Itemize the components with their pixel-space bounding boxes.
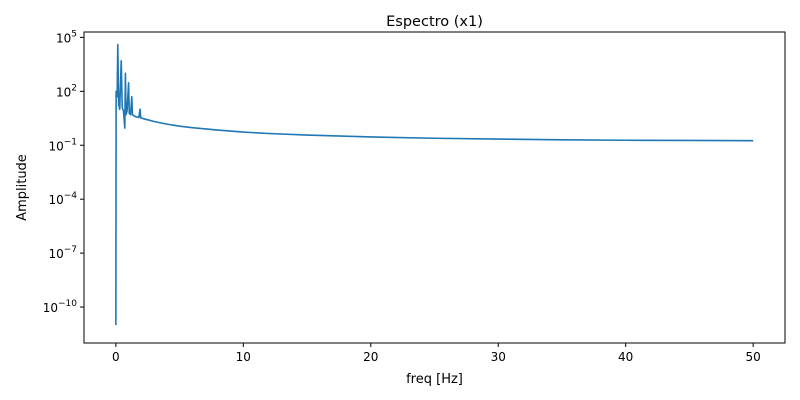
y-tick-label: 10−10 [43, 299, 78, 315]
x-tick-label: 10 [236, 350, 251, 364]
x-axis-label: freq [Hz] [406, 372, 463, 387]
y-tick-label: 102 [56, 83, 77, 99]
y-tick-label: 10−4 [48, 191, 77, 207]
y-tick-label: 105 [56, 29, 77, 45]
x-tick-label: 20 [363, 350, 378, 364]
plot-frame [83, 31, 786, 344]
x-tick-label: 30 [491, 350, 506, 364]
x-tick-label: 0 [112, 350, 120, 364]
line-layer [115, 43, 754, 326]
ticks-layer: 0 10 20 30 40 50 10−10 10−7 10−4 10−1 102 105 [43, 29, 761, 364]
x-tick-label: 40 [618, 350, 633, 364]
y-tick-label: 10−7 [48, 245, 77, 261]
x-tick-label: 50 [745, 350, 760, 364]
chart-title: Espectro (x1) [386, 14, 483, 30]
y-tick-label: 10−1 [48, 137, 77, 153]
spectrum-line [115, 43, 754, 326]
y-axis-label: Amplitude [15, 154, 30, 221]
